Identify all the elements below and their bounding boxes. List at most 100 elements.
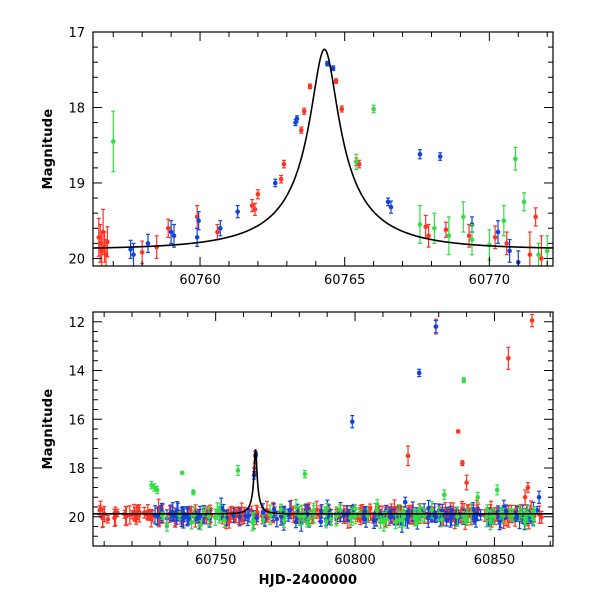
data-marker	[416, 370, 422, 376]
data-point	[393, 514, 399, 530]
data-point	[426, 223, 431, 248]
data-point	[198, 519, 203, 531]
data-marker	[536, 494, 542, 500]
y-tick-label: 18	[68, 462, 85, 477]
data-point	[330, 65, 336, 72]
data-point	[439, 512, 445, 527]
data-marker	[544, 248, 550, 254]
data-marker	[506, 356, 511, 361]
data-marker	[426, 233, 431, 239]
data-marker	[128, 247, 133, 252]
data-point	[536, 242, 541, 266]
data-marker	[473, 517, 479, 522]
data-marker	[536, 252, 541, 257]
data-marker	[461, 214, 466, 220]
data-point	[123, 505, 128, 526]
data-marker	[252, 207, 258, 212]
data-marker	[274, 516, 280, 522]
data-marker	[437, 154, 443, 159]
x-tick-label: 60850	[474, 553, 515, 568]
data-point	[185, 507, 191, 526]
data-marker	[507, 248, 512, 254]
data-marker	[417, 222, 423, 227]
data-point	[461, 201, 466, 233]
data-point	[378, 515, 384, 525]
data-point	[446, 216, 452, 256]
data-point	[302, 469, 308, 479]
data-point	[495, 220, 501, 244]
data-point	[212, 508, 218, 527]
y-tick-label: 19	[68, 177, 85, 192]
data-marker	[504, 241, 510, 246]
data-point	[425, 508, 431, 528]
data-point	[307, 83, 313, 90]
data-point	[154, 485, 160, 495]
data-marker	[425, 515, 431, 521]
data-point	[226, 508, 232, 524]
data-point	[525, 482, 531, 493]
data-marker	[278, 176, 284, 182]
bottom-panel-full-light-curve: 60750 60800 60850 12 14 16 18 20 Magnitude HJD-24…	[41, 311, 554, 588]
data-point	[217, 220, 223, 237]
data-point	[281, 159, 287, 169]
data-marker	[201, 509, 207, 515]
data-point	[375, 499, 380, 511]
data-marker	[412, 516, 417, 521]
data-marker	[191, 490, 196, 495]
data-marker	[171, 233, 177, 239]
data-marker	[337, 507, 343, 513]
data-marker	[353, 159, 359, 165]
data-point	[455, 506, 460, 527]
data-marker	[494, 487, 500, 493]
data-marker	[446, 233, 452, 239]
data-marker	[339, 106, 345, 112]
data-marker	[160, 513, 165, 519]
data-marker	[254, 515, 260, 521]
data-marker	[444, 518, 449, 523]
data-marker	[179, 470, 185, 476]
data-point	[105, 514, 111, 524]
data-marker	[311, 508, 317, 513]
x-axis-label: HJD-2400000	[259, 573, 358, 588]
data-point	[139, 240, 145, 265]
data-point	[235, 464, 241, 476]
data-point	[513, 146, 518, 171]
data-marker	[464, 480, 469, 485]
data-point	[252, 202, 258, 217]
data-marker	[352, 506, 358, 512]
data-point	[249, 198, 255, 213]
data-marker	[206, 514, 212, 519]
data-point	[260, 514, 266, 525]
data-marker	[393, 519, 399, 525]
data-point	[437, 152, 443, 161]
data-point	[339, 105, 345, 113]
data-point	[402, 496, 408, 508]
data-point	[201, 506, 207, 517]
data-marker	[293, 519, 299, 525]
data-point	[529, 313, 535, 328]
data-marker	[522, 519, 528, 524]
data-marker	[529, 318, 535, 323]
data-point	[110, 110, 116, 173]
data-marker	[439, 517, 445, 522]
data-marker	[441, 492, 447, 498]
data-marker	[249, 203, 255, 208]
data-point	[539, 235, 544, 266]
data-point	[417, 149, 423, 160]
data-marker	[260, 517, 266, 523]
data-marker	[301, 108, 307, 114]
data-marker	[245, 514, 251, 520]
data-marker	[527, 252, 533, 257]
data-marker	[388, 204, 394, 210]
data-point	[429, 501, 435, 519]
data-marker	[278, 507, 284, 512]
data-point	[444, 514, 449, 527]
data-point	[506, 346, 511, 370]
data-marker	[330, 65, 336, 71]
data-point	[235, 205, 240, 219]
data-marker	[98, 506, 103, 512]
data-point	[433, 319, 439, 334]
y-tick-label: 12	[68, 316, 85, 331]
data-marker	[105, 239, 110, 245]
data-point	[487, 229, 492, 261]
